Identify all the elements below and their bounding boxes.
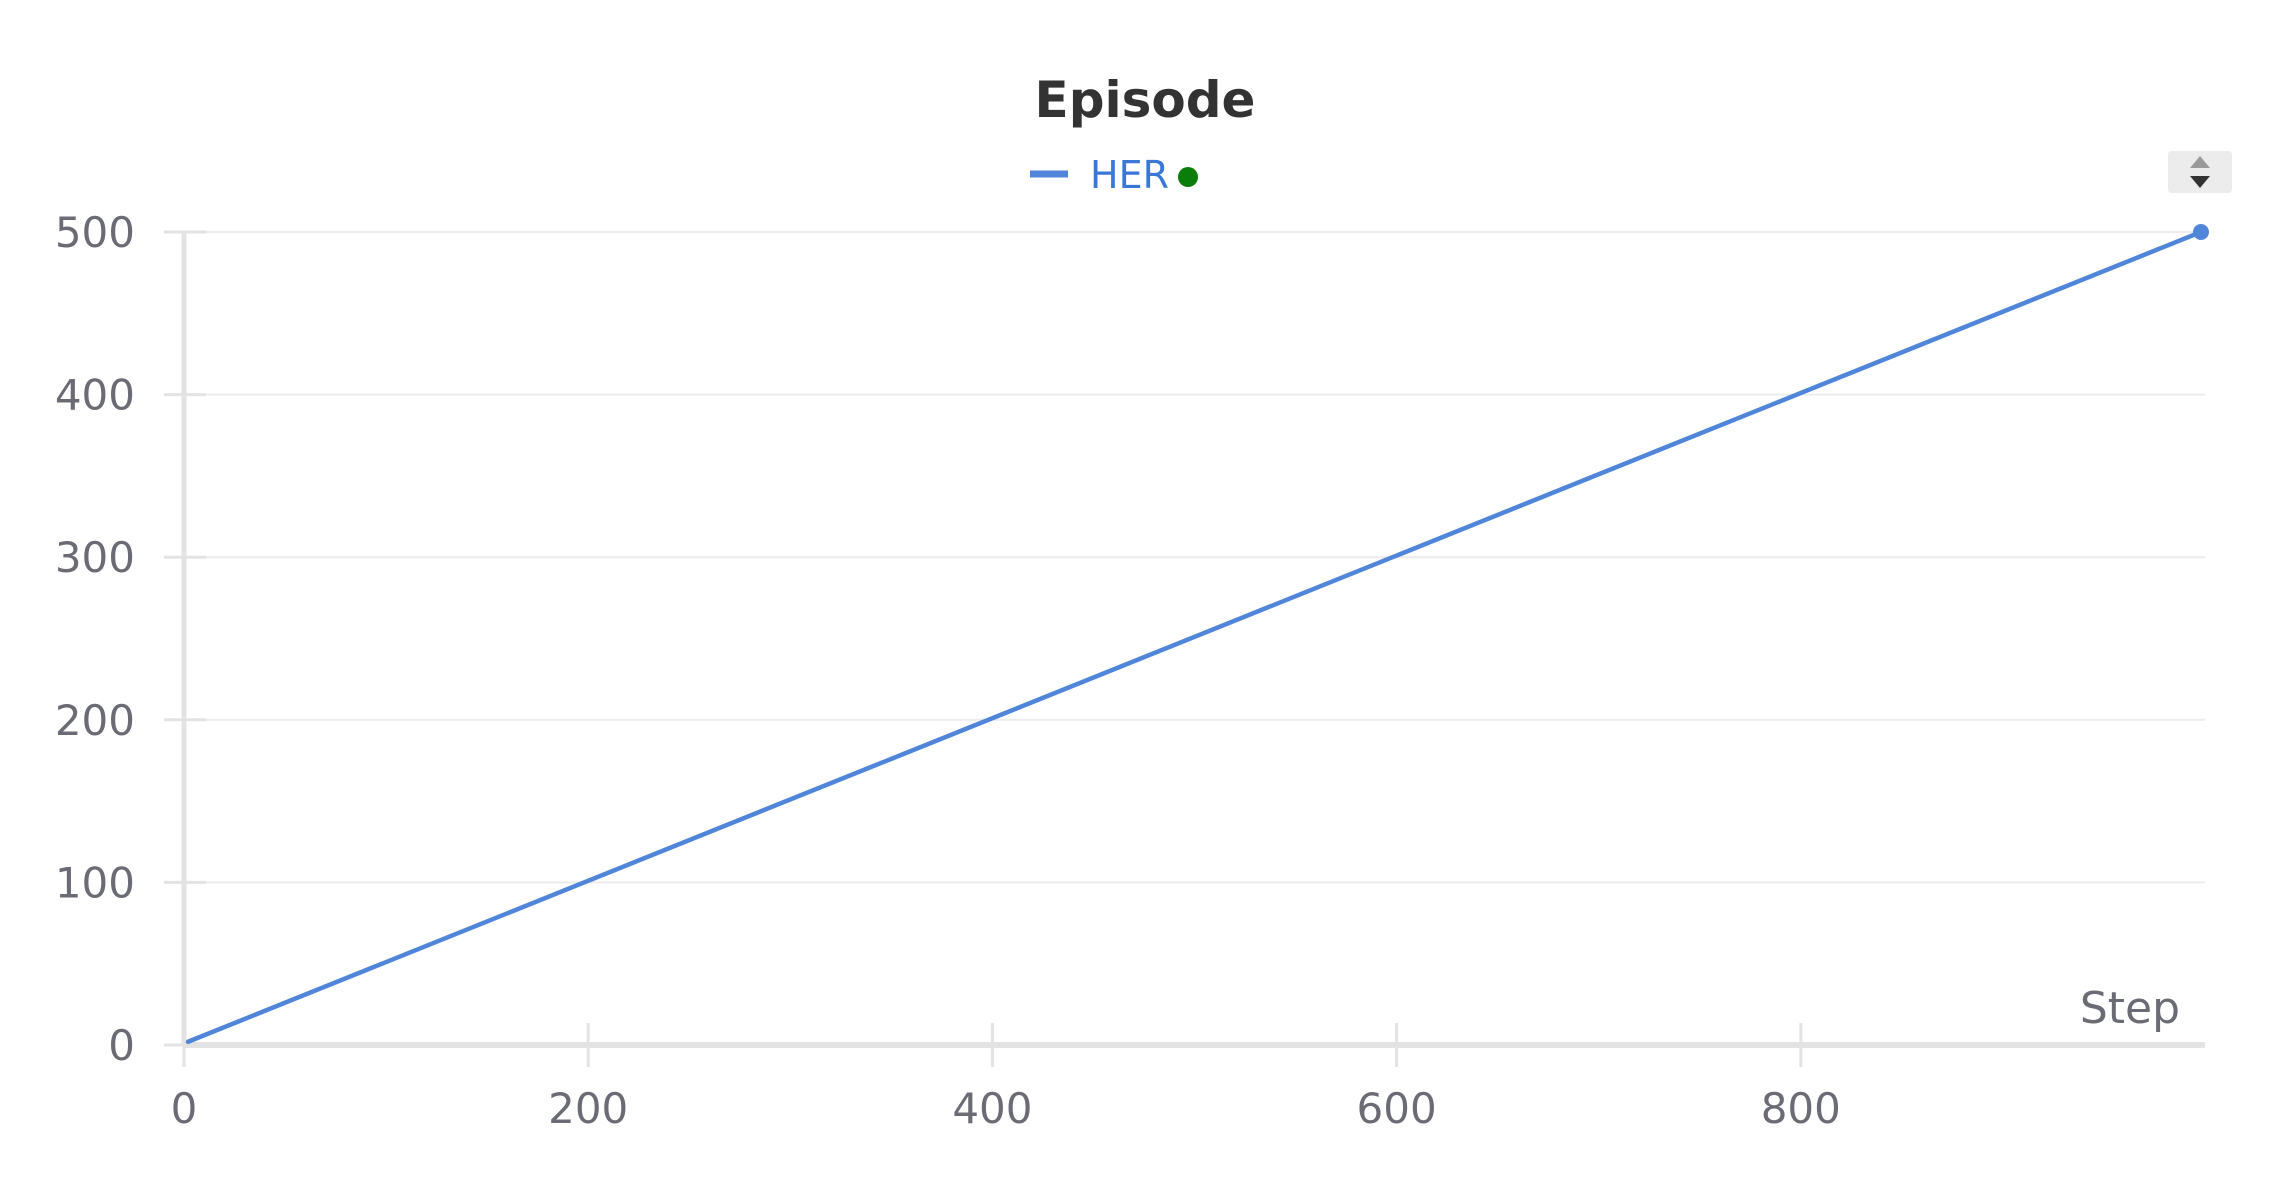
y-axis-ticks: 0 100 200 300 400 500 [55,208,206,1070]
series-layer [185,224,2209,1044]
legend-label-her[interactable]: HER [1090,153,1169,197]
grid-lines [184,231,2205,884]
x-tick-label-3: 600 [1357,1084,1437,1133]
x-tick-label-1: 200 [548,1084,628,1133]
legend-scroll-box [2168,151,2232,193]
legend-scroll-control[interactable] [2168,151,2232,193]
x-axis-label: Step [2080,983,2180,1034]
y-tick-label-3: 300 [55,533,135,582]
x-tick-label-0: 0 [171,1084,198,1133]
y-tick-label-4: 400 [55,371,135,420]
x-axis-ticks: 0 200 400 600 800 [171,1023,1841,1133]
triangle-down-icon[interactable] [2190,176,2210,188]
legend[interactable]: HER [1030,153,1198,197]
series-point-her-1[interactable] [2192,224,2209,240]
axes [181,232,2205,1048]
y-tick-label-1: 100 [55,858,135,907]
y-tick-label-2: 200 [55,696,135,745]
x-tick-label-4: 800 [1761,1084,1841,1133]
series-line-her[interactable] [185,229,2204,1044]
y-tick-label-5: 500 [55,208,135,257]
x-tick-label-2: 400 [952,1084,1032,1133]
y-tick-label-0: 0 [108,1021,135,1070]
status-dot-icon [1178,167,1198,187]
triangle-up-icon[interactable] [2190,156,2210,168]
chart-title: Episode [1035,71,1256,129]
